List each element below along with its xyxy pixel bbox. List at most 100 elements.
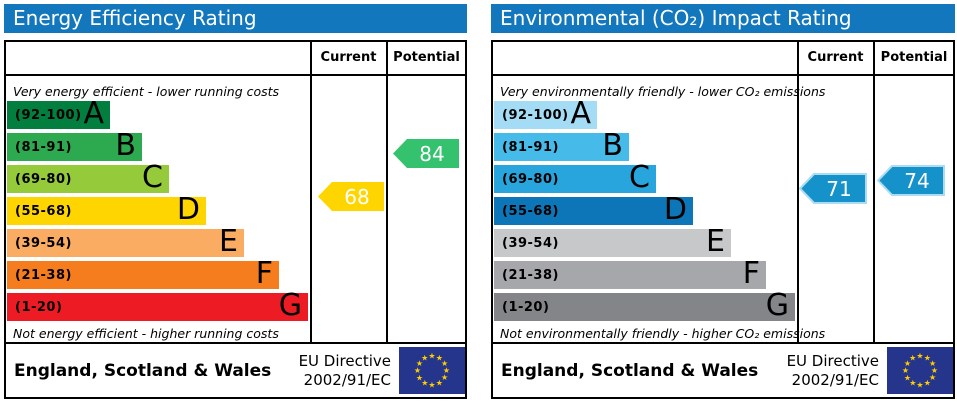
rating-bands: (92-100) A (81-91) B (69-80) C (55-68) D bbox=[7, 96, 465, 323]
svg-text:★: ★ bbox=[416, 373, 423, 382]
svg-text:★: ★ bbox=[902, 366, 909, 375]
rating-band-e: (39-54) E bbox=[7, 224, 244, 259]
svg-text:★: ★ bbox=[441, 373, 448, 382]
rating-table: Current Potential Very energy efficient … bbox=[4, 40, 467, 399]
energy-efficiency-panel: Energy Efficiency Rating Current Potenti… bbox=[4, 4, 467, 399]
rating-table: Current Potential Very environmentally f… bbox=[491, 40, 955, 399]
band-letter: E bbox=[706, 224, 725, 260]
potential-column-header: Potential bbox=[393, 50, 460, 65]
band-letter: G bbox=[765, 288, 789, 324]
rating-band-b: (81-91) B bbox=[494, 128, 629, 163]
band-range-label: (39-54) bbox=[502, 235, 559, 251]
current-rating-value: 71 bbox=[826, 177, 851, 201]
band-range-label: (39-54) bbox=[15, 235, 72, 251]
svg-text:★: ★ bbox=[443, 366, 450, 375]
band-range-label: (55-68) bbox=[502, 203, 559, 219]
column-divider bbox=[310, 42, 312, 342]
region-label: England, Scotland & Wales bbox=[501, 360, 759, 381]
band-letter: D bbox=[663, 192, 687, 228]
eu-flag-icon: ★ ★★★★★★★★★★★ bbox=[887, 347, 953, 394]
rating-band-a: (92-100) A bbox=[7, 96, 110, 131]
table-footer: England, Scotland & Wales EU Directive 2… bbox=[493, 342, 953, 397]
band-letter: C bbox=[142, 160, 163, 196]
potential-rating-arrow: 84 bbox=[393, 139, 459, 168]
rating-bands: (92-100) A (81-91) B (69-80) C (55-68) D bbox=[494, 96, 953, 323]
band-letter: D bbox=[176, 192, 200, 228]
band-letter: C bbox=[629, 160, 650, 196]
svg-text:★: ★ bbox=[904, 373, 911, 382]
svg-text:★: ★ bbox=[909, 379, 916, 388]
band-letter: G bbox=[278, 288, 302, 324]
svg-text:★: ★ bbox=[428, 381, 435, 390]
panel-title: Environmental (CO₂) Impact Rating bbox=[500, 6, 852, 30]
svg-text:★: ★ bbox=[924, 379, 931, 388]
eu-directive-label: EU Directive 2002/91/EC bbox=[787, 352, 879, 390]
eu-directive-line1: EU Directive bbox=[786, 351, 879, 370]
svg-text:★: ★ bbox=[428, 352, 435, 361]
eu-directive-line2: 2002/91/EC bbox=[791, 370, 879, 389]
current-rating-arrow: 68 bbox=[318, 182, 384, 211]
panel-title: Energy Efficiency Rating bbox=[13, 6, 257, 30]
svg-text:★: ★ bbox=[909, 353, 916, 362]
bottom-caption: Not energy efficient - higher running co… bbox=[13, 326, 279, 341]
column-divider bbox=[386, 42, 388, 342]
table-header-row: Current Potential bbox=[6, 42, 465, 76]
rating-band-g: (1-20) G bbox=[7, 288, 308, 323]
panel-title-bar: Energy Efficiency Rating bbox=[4, 4, 467, 33]
band-range-label: (92-100) bbox=[15, 107, 82, 123]
potential-rating-arrow: 74 bbox=[877, 165, 945, 196]
potential-rating-value: 84 bbox=[419, 142, 444, 166]
rating-band-b: (81-91) B bbox=[7, 128, 142, 163]
eu-flag-icon: ★ ★★★★★★★★★★★ bbox=[399, 347, 465, 394]
svg-text:★: ★ bbox=[436, 353, 443, 362]
rating-band-d: (55-68) D bbox=[7, 192, 206, 227]
svg-text:★: ★ bbox=[929, 373, 936, 382]
band-range-label: (92-100) bbox=[502, 107, 569, 123]
band-letter: A bbox=[570, 96, 591, 132]
potential-rating-value: 74 bbox=[904, 169, 929, 193]
rating-band-c: (69-80) C bbox=[7, 160, 169, 195]
svg-text:★: ★ bbox=[916, 352, 923, 361]
current-column-header: Current bbox=[320, 50, 377, 65]
band-letter: F bbox=[255, 256, 273, 292]
band-range-label: (69-80) bbox=[15, 171, 72, 187]
environmental-impact-panel: Environmental (CO₂) Impact Rating Curren… bbox=[491, 4, 955, 399]
column-divider bbox=[797, 42, 799, 342]
svg-text:★: ★ bbox=[916, 381, 923, 390]
potential-column-header: Potential bbox=[880, 50, 948, 65]
svg-text:★: ★ bbox=[436, 379, 443, 388]
rating-band-a: (92-100) A bbox=[494, 96, 597, 131]
rating-band-f: (21-38) F bbox=[494, 256, 766, 291]
svg-text:★: ★ bbox=[421, 353, 428, 362]
svg-text:★: ★ bbox=[924, 353, 931, 362]
rating-chart-area: Very energy efficient - lower running co… bbox=[6, 76, 465, 342]
svg-text:★: ★ bbox=[931, 366, 938, 375]
band-range-label: (1-20) bbox=[15, 299, 63, 315]
table-header-row: Current Potential bbox=[493, 42, 953, 76]
current-arrow-shape bbox=[318, 182, 384, 211]
top-caption: Very environmentally friendly - lower CO… bbox=[500, 84, 826, 99]
eu-directive-line1: EU Directive bbox=[298, 351, 391, 370]
eu-directive-line2: 2002/91/EC bbox=[303, 370, 391, 389]
band-range-label: (81-91) bbox=[15, 139, 72, 155]
svg-text:★: ★ bbox=[414, 366, 421, 375]
band-letter: B bbox=[602, 128, 623, 164]
region-label: England, Scotland & Wales bbox=[14, 360, 272, 381]
band-range-label: (69-80) bbox=[502, 171, 559, 187]
band-range-label: (81-91) bbox=[502, 139, 559, 155]
table-footer: England, Scotland & Wales EU Directive 2… bbox=[6, 342, 465, 397]
rating-band-g: (1-20) G bbox=[494, 288, 795, 323]
band-letter: B bbox=[115, 128, 136, 164]
svg-text:★: ★ bbox=[929, 359, 936, 368]
panel-title-bar: Environmental (CO₂) Impact Rating bbox=[491, 4, 955, 33]
current-column-header: Current bbox=[807, 50, 864, 65]
band-range-label: (21-38) bbox=[15, 267, 72, 283]
band-range-label: (1-20) bbox=[502, 299, 550, 315]
rating-band-d: (55-68) D bbox=[494, 192, 693, 227]
current-rating-value: 68 bbox=[344, 185, 369, 209]
column-divider bbox=[873, 42, 875, 342]
svg-text:★: ★ bbox=[421, 379, 428, 388]
potential-arrow-shape bbox=[877, 165, 945, 196]
band-range-label: (55-68) bbox=[15, 203, 72, 219]
band-letter: F bbox=[742, 256, 760, 292]
